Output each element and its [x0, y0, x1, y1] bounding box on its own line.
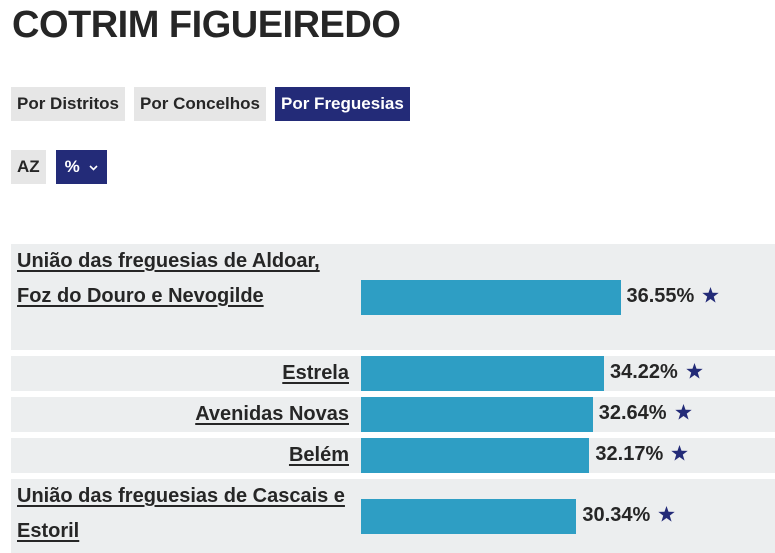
bar — [361, 356, 604, 391]
bar-value-label: 36.55% — [627, 285, 720, 308]
tab-por-distritos[interactable]: Por Distritos — [11, 87, 126, 121]
bar-category-label: União das freguesias de Cascais e Estori… — [17, 479, 349, 549]
chevron-down-icon — [88, 164, 98, 171]
bar-value-text: 32.64% — [598, 402, 667, 424]
bar-category-label: Avenidas Novas — [17, 397, 349, 432]
bar-value-label: 34.22% — [610, 361, 703, 384]
bar-category-label: Estrela — [17, 356, 349, 391]
star-icon — [674, 404, 692, 420]
bar-value-text: 34.22% — [609, 361, 678, 383]
bar-category-label: União das freguesias de Aldoar, Foz do D… — [17, 244, 349, 314]
unit-dropdown[interactable]: % — [55, 150, 107, 184]
freguesia-link[interactable]: União das freguesias de Cascais e Estori… — [17, 485, 345, 542]
chart-row: Belém 32.17% — [11, 438, 775, 473]
star-icon — [671, 445, 688, 461]
bar — [361, 397, 593, 432]
freguesia-link[interactable]: Avenidas Novas — [195, 403, 349, 425]
bar-value-text: 30.34% — [582, 504, 651, 526]
bar — [361, 438, 590, 473]
tab-por-freguesias[interactable]: Por Freguesias — [275, 87, 410, 121]
freguesia-link[interactable]: Estrela — [282, 362, 349, 384]
bar-value-label: 32.17% — [595, 443, 688, 466]
bar-value-label: 32.64% — [599, 402, 692, 425]
tab-por-concelhos[interactable]: Por Concelhos — [134, 87, 266, 121]
star-icon — [658, 506, 675, 522]
unit-dropdown-label: % — [64, 157, 80, 176]
bar-value-label: 30.34% — [582, 504, 675, 527]
freguesia-link[interactable]: Belém — [288, 444, 349, 466]
chart-row: Estrela 34.22% — [11, 356, 775, 391]
bar — [361, 280, 621, 315]
chart-row: União das freguesias de Cascais e Estori… — [11, 479, 775, 553]
freguesia-link[interactable]: União das freguesias de Aldoar, Foz do D… — [17, 250, 320, 307]
star-icon — [702, 287, 720, 303]
chart-row: Avenidas Novas 32.64% — [11, 397, 775, 432]
bar-value-text: 32.17% — [595, 443, 664, 465]
bar — [361, 499, 577, 534]
page-title: COTRIM FIGUEIREDO — [12, 4, 401, 46]
view-tabs: Por Distritos Por Concelhos Por Freguesi… — [11, 87, 410, 121]
bar-value-text: 36.55% — [626, 285, 695, 307]
star-icon — [686, 363, 703, 379]
chart-controls: AZ % — [11, 150, 107, 184]
bar-category-label: Belém — [17, 438, 349, 473]
chart-row: União das freguesias de Aldoar, Foz do D… — [11, 244, 775, 350]
sort-az-button[interactable]: AZ — [11, 150, 46, 184]
